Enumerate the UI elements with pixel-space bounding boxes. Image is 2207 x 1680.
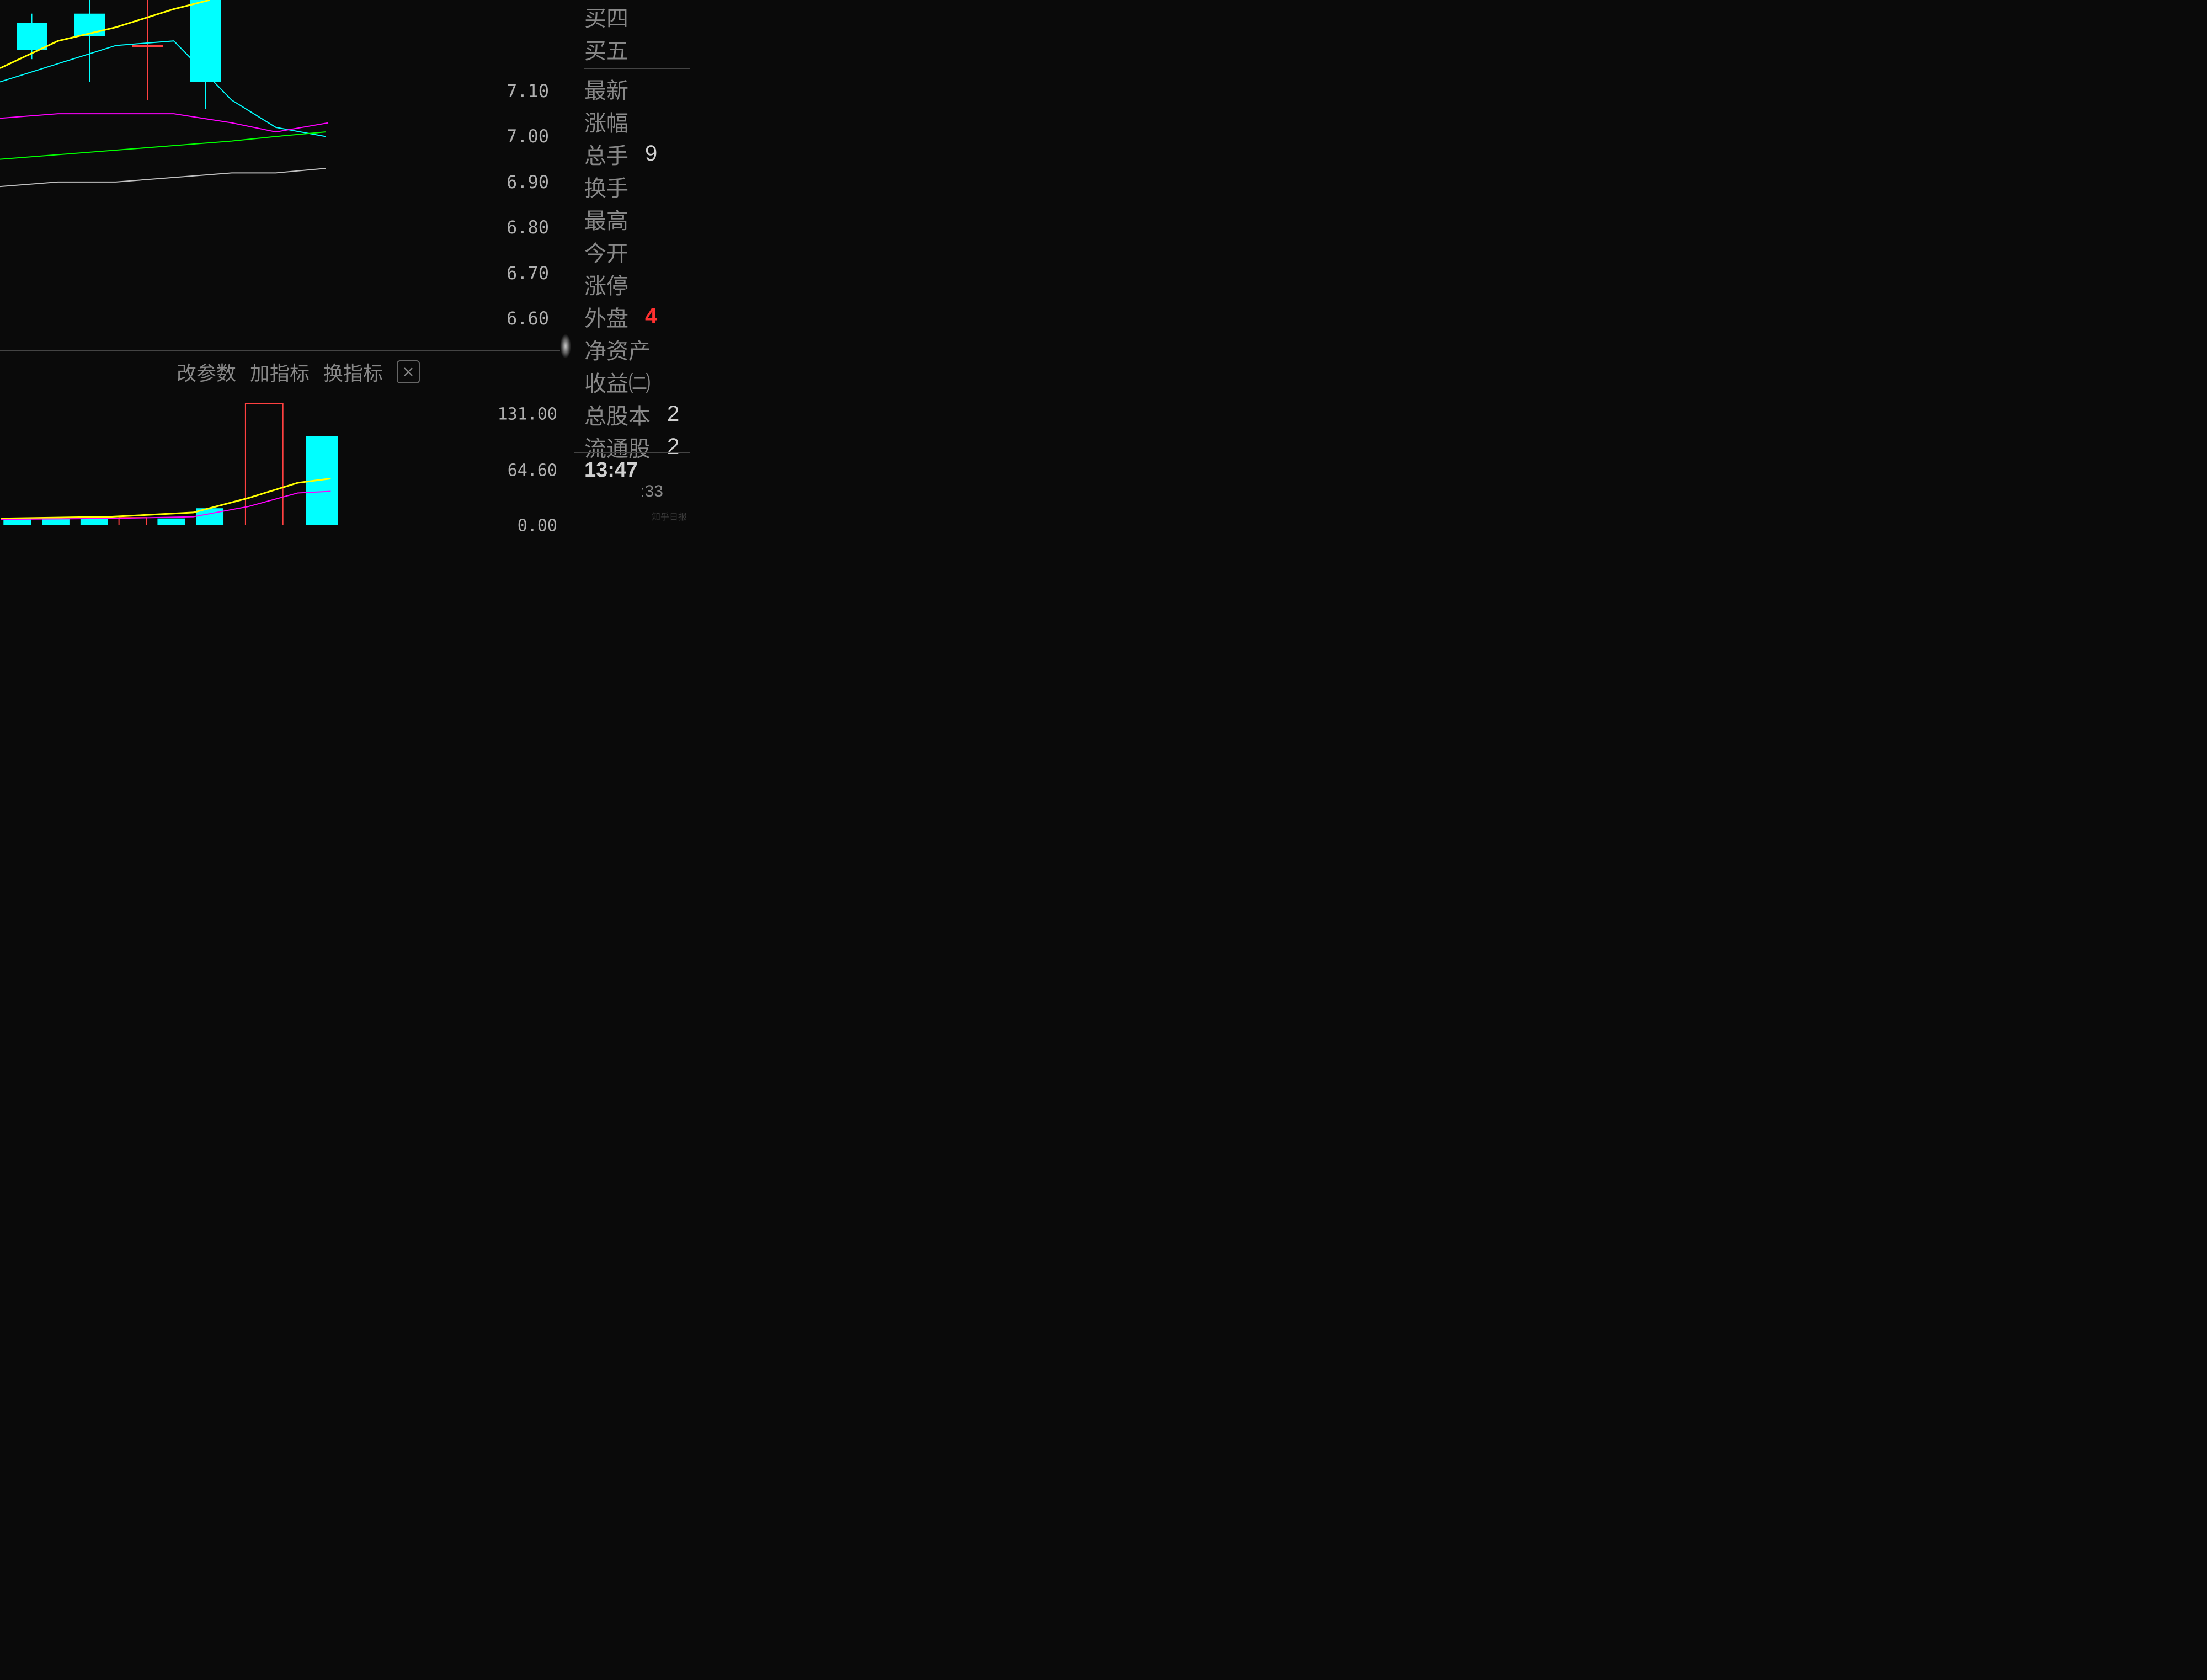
quote-row: 最高: [584, 202, 690, 235]
quote-label: 今开: [584, 236, 628, 268]
quote-row: 买五: [584, 33, 690, 65]
quote-label: 买四: [584, 1, 628, 33]
price-tick: 6.90: [507, 172, 549, 193]
quote-label: 收益㈡: [584, 366, 651, 398]
chart-canvas: [0, 0, 458, 350]
quote-sidebar: 买四买五最新涨幅总手9换手最高今开涨停外盘4净资产收益㈡总股本2流通股2: [574, 0, 690, 452]
price-tick: 7.10: [507, 81, 549, 102]
candlestick-chart[interactable]: [0, 0, 458, 350]
quote-row: 总手 9: [584, 137, 690, 170]
quote-value: 2: [667, 402, 679, 426]
quote-label: 涨幅: [584, 105, 628, 137]
quote-row: 涨停: [584, 268, 690, 300]
volume-tick: 0.00: [518, 516, 557, 536]
close-icon: [403, 366, 414, 377]
price-axis: 7.10 7.00 6.90 6.80 6.70 6.60: [458, 0, 560, 350]
quote-label: 买五: [584, 33, 628, 65]
price-tick: 6.60: [507, 308, 549, 329]
quote-label: 换手: [584, 170, 628, 202]
quote-row: 净资产: [584, 333, 690, 365]
time-main: 13:47: [584, 458, 680, 482]
quote-label: 总股本: [584, 398, 651, 430]
quote-label: 总手: [584, 138, 628, 170]
add-indicator-button[interactable]: 加指标: [250, 358, 310, 386]
indicator-toolbar: 改参数 加指标 换指标: [177, 358, 420, 386]
quote-row: 换手: [584, 170, 690, 202]
quote-label: 最新: [584, 73, 628, 105]
sidebar-divider: [584, 68, 690, 69]
quote-label: 最高: [584, 203, 628, 235]
quote-row: 买四: [584, 0, 690, 33]
quote-row: 外盘 4: [584, 300, 690, 333]
quote-value: 9: [645, 141, 657, 166]
quote-label: 外盘: [584, 301, 628, 333]
close-panel-button[interactable]: [397, 360, 420, 383]
swap-indicator-button[interactable]: 换指标: [323, 358, 383, 386]
quote-row: 总股本 2: [584, 398, 690, 430]
quote-label: 涨停: [584, 268, 628, 300]
quote-row: 收益㈡: [584, 365, 690, 398]
volume-tick: 64.60: [508, 461, 557, 481]
panel-resize-handle[interactable]: [560, 334, 571, 359]
time-sub: :33: [584, 482, 680, 501]
watermark: 知乎日报: [652, 509, 687, 522]
volume-tick: 131.00: [498, 404, 557, 424]
quote-value: 4: [645, 304, 657, 329]
price-tick: 6.70: [507, 263, 549, 284]
quote-row: 今开: [584, 235, 690, 268]
quote-label: 净资产: [584, 333, 651, 365]
price-tick: 6.80: [507, 217, 549, 238]
quote-row: 最新: [584, 72, 690, 105]
price-tick: 7.00: [507, 126, 549, 147]
volume-axis: 131.0064.600.00: [458, 350, 560, 525]
change-params-button[interactable]: 改参数: [177, 358, 236, 386]
quote-row: 涨幅: [584, 105, 690, 137]
time-panel: 13:47 :33: [574, 452, 690, 506]
